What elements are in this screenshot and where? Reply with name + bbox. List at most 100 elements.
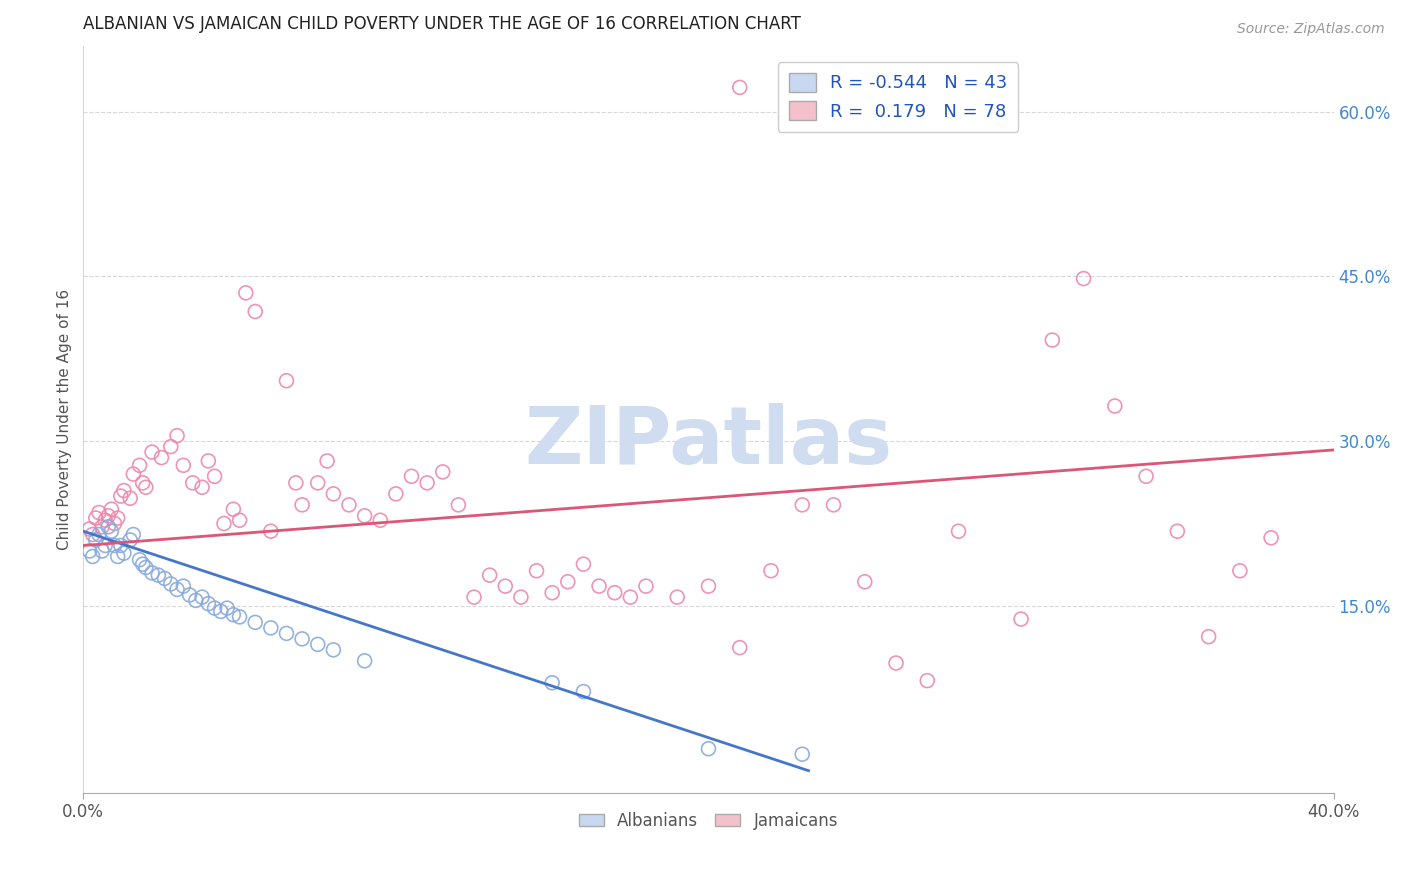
Point [87,506,110,520]
Point [316,454,339,468]
Point [135,480,157,494]
Point [179,588,201,602]
Point [432,465,454,479]
Point [353,654,375,668]
Point [260,621,283,635]
Point [792,747,814,762]
Text: ZIPatlas: ZIPatlas [524,402,893,481]
Point [291,498,314,512]
Point [122,527,145,541]
Point [87,527,110,541]
Point [209,604,232,618]
Point [181,475,204,490]
Point [1010,612,1032,626]
Point [197,454,219,468]
Point [97,508,120,523]
Point [197,597,219,611]
Point [131,557,153,571]
Point [191,480,214,494]
Point [634,579,657,593]
Point [103,539,125,553]
Point [697,741,720,756]
Point [1198,630,1220,644]
Point [159,440,181,454]
Text: ALBANIAN VS JAMAICAN CHILD POVERTY UNDER THE AGE OF 16 CORRELATION CHART: ALBANIAN VS JAMAICAN CHILD POVERTY UNDER… [83,15,801,33]
Point [94,513,117,527]
Point [588,579,610,593]
Point [509,590,531,604]
Point [572,557,595,571]
Point [245,304,267,318]
Point [353,508,375,523]
Point [853,574,876,589]
Point [478,568,501,582]
Point [728,640,751,655]
Point [120,491,142,506]
Point [110,489,132,503]
Point [463,590,485,604]
Point [204,601,226,615]
Point [172,579,194,593]
Point [322,487,344,501]
Point [276,626,298,640]
Point [759,564,782,578]
Point [494,579,516,593]
Point [91,520,114,534]
Point [1040,333,1063,347]
Point [100,524,122,539]
Legend: Albanians, Jamaicans: Albanians, Jamaicans [572,805,845,837]
Point [1166,524,1188,539]
Point [447,498,470,512]
Point [110,539,132,553]
Point [128,458,150,473]
Point [884,656,907,670]
Point [222,502,245,516]
Y-axis label: Child Poverty Under the Age of 16: Child Poverty Under the Age of 16 [58,289,72,549]
Point [401,469,423,483]
Point [228,610,250,624]
Point [526,564,548,578]
Point [135,560,157,574]
Point [728,80,751,95]
Point [572,684,595,698]
Point [91,544,114,558]
Point [100,502,122,516]
Point [141,445,163,459]
Point [112,546,135,560]
Point [150,450,173,465]
Point [141,566,163,580]
Point [122,467,145,481]
Point [172,458,194,473]
Point [120,533,142,547]
Point [619,590,641,604]
Point [284,475,307,490]
Point [948,524,970,539]
Point [94,539,117,553]
Point [79,522,101,536]
Point [184,593,207,607]
Point [603,585,626,599]
Text: Source: ZipAtlas.com: Source: ZipAtlas.com [1237,22,1385,37]
Point [107,511,129,525]
Point [82,527,104,541]
Point [557,574,579,589]
Point [541,585,564,599]
Point [153,571,176,585]
Point [1104,399,1126,413]
Point [103,516,125,531]
Point [368,513,391,527]
Point [148,568,170,582]
Point [128,553,150,567]
Point [212,516,235,531]
Point [97,520,120,534]
Point [697,579,720,593]
Point [276,374,298,388]
Point [666,590,689,604]
Point [1229,564,1251,578]
Point [322,643,344,657]
Point [131,475,153,490]
Point [112,483,135,498]
Point [307,475,329,490]
Point [84,533,107,547]
Point [541,675,564,690]
